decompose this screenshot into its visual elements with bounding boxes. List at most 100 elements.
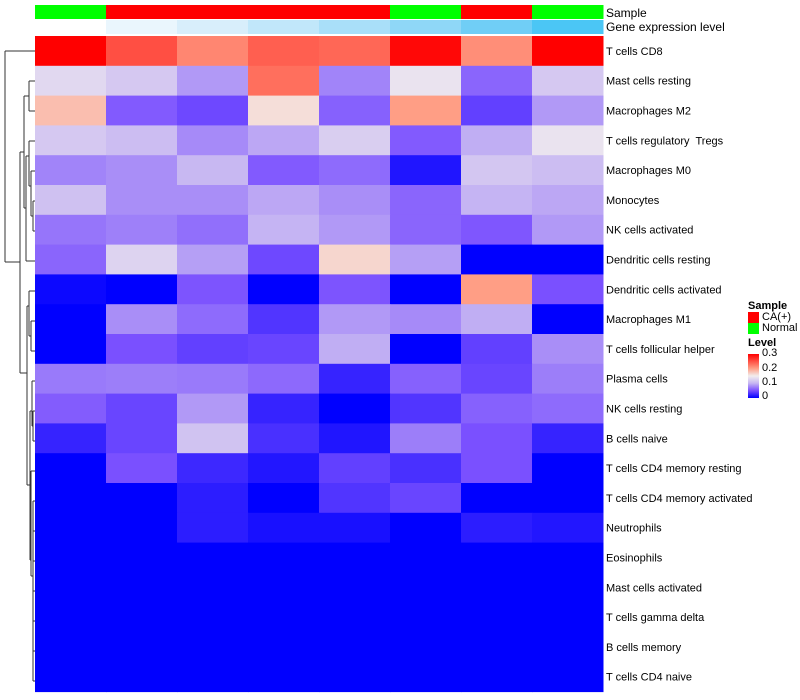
heatmap-cell	[106, 542, 178, 573]
heatmap-cell	[532, 363, 604, 395]
heatmap-cell	[461, 304, 533, 335]
heatmap-cell	[532, 36, 604, 67]
heatmap-cell	[35, 155, 107, 186]
row-label: Mast cells activated	[606, 582, 702, 594]
heatmap-cell	[390, 483, 462, 514]
heatmap-cell	[177, 632, 249, 663]
heatmap-cell	[319, 363, 391, 395]
heatmap-cell	[532, 423, 604, 454]
heatmap-cell	[106, 483, 178, 514]
heatmap-cell	[390, 244, 462, 275]
heatmap-cell	[177, 483, 249, 514]
heatmap-cell	[319, 572, 391, 603]
sample-annotation-cell	[177, 5, 249, 19]
heatmap-cell	[390, 393, 462, 424]
row-label: Neutrophils	[606, 523, 662, 535]
heatmap-cell	[461, 125, 533, 156]
heatmap-cell	[532, 95, 604, 126]
heatmap-cell	[461, 632, 533, 663]
row-label: T cells CD4 memory activated	[606, 493, 753, 505]
heatmap-cell	[319, 214, 391, 246]
sample-annotation-cell	[532, 5, 604, 19]
heatmap-cell	[177, 572, 249, 603]
row-label: NK cells resting	[606, 404, 682, 416]
heatmap-cell	[461, 661, 533, 693]
heatmap-cell	[461, 65, 533, 97]
heatmap-cell	[35, 423, 107, 454]
level-tick: 0.1	[762, 376, 778, 388]
heatmap-cell	[461, 334, 533, 365]
row-label: Mast cells resting	[606, 76, 691, 88]
normal-swatch	[748, 323, 759, 334]
heatmap-cell	[106, 274, 178, 305]
heatmap-cell	[177, 274, 249, 305]
heatmap-cell	[177, 334, 249, 365]
heatmap-cell	[35, 393, 107, 424]
heatmap-cell	[532, 304, 604, 335]
heatmap-cell	[390, 185, 462, 216]
heatmap-cell	[390, 334, 462, 365]
heatmap-cell	[177, 95, 249, 126]
gene-expression-annotation-cell	[177, 20, 249, 34]
heatmap-cell	[106, 393, 178, 424]
heatmap-cell	[35, 512, 107, 544]
heatmap-cell	[248, 602, 320, 633]
heatmap-cell	[461, 423, 533, 454]
heatmap-cell	[106, 214, 178, 246]
heatmap-cell	[248, 185, 320, 216]
legend: Sample CA(+) Normal Level 0.3 0.2 0.1 0	[748, 300, 797, 402]
heatmap-cell	[106, 36, 178, 67]
heatmap-cell	[248, 95, 320, 126]
heatmap-cell	[177, 423, 249, 454]
heatmap-cell	[177, 363, 249, 395]
heatmap-cell	[319, 512, 391, 544]
heatmap-cell	[248, 334, 320, 365]
heatmap-cell	[319, 393, 391, 424]
gene-expression-annotation-cell	[106, 20, 178, 34]
row-label: Eosinophils	[606, 553, 663, 565]
heatmap-cell	[319, 65, 391, 97]
heatmap-cell	[319, 155, 391, 186]
heatmap-cell	[390, 423, 462, 454]
heatmap-cell	[319, 453, 391, 484]
heatmap-cell	[319, 602, 391, 633]
legend-item-normal: Normal	[748, 323, 797, 334]
heatmap-cell	[390, 95, 462, 126]
heatmap-cell	[35, 36, 107, 67]
heatmap-cell	[106, 125, 178, 156]
row-label: T cells regulatory Tregs	[606, 135, 724, 147]
heatmap-cell	[532, 244, 604, 275]
heatmap-cell	[106, 155, 178, 186]
heatmap-cell	[390, 274, 462, 305]
heatmap-cell	[177, 393, 249, 424]
heatmap-cell	[461, 274, 533, 305]
heatmap-cell	[177, 453, 249, 484]
sample-annotation-cell	[248, 5, 320, 19]
heatmap-cell	[319, 125, 391, 156]
heatmap-cell	[106, 304, 178, 335]
heatmap-cell	[35, 95, 107, 126]
level-colorbar	[748, 354, 759, 398]
heatmap-cell	[106, 661, 178, 693]
heatmap-cell	[390, 453, 462, 484]
heatmap-cell	[390, 602, 462, 633]
heatmap-cell	[532, 65, 604, 97]
row-label: T cells follicular helper	[606, 344, 715, 356]
sample-annotation-cell	[35, 5, 107, 19]
heatmap-cell	[319, 274, 391, 305]
ca-swatch	[748, 312, 759, 323]
row-label: T cells CD8	[606, 46, 663, 58]
heatmap-cell	[532, 512, 604, 544]
heatmap-cell	[461, 572, 533, 603]
gene-expression-annotation-cell	[461, 20, 533, 34]
heatmap-cell	[532, 572, 604, 603]
heatmap-cell	[106, 185, 178, 216]
heatmap-cell	[177, 542, 249, 573]
heatmap-cell	[248, 393, 320, 424]
gene-expression-annotation-cell	[390, 20, 462, 34]
heatmap-cell	[106, 423, 178, 454]
row-label: T cells CD4 naive	[606, 672, 692, 684]
heatmap-cell	[319, 542, 391, 573]
heatmap-cell	[106, 363, 178, 395]
heatmap-cell	[248, 274, 320, 305]
